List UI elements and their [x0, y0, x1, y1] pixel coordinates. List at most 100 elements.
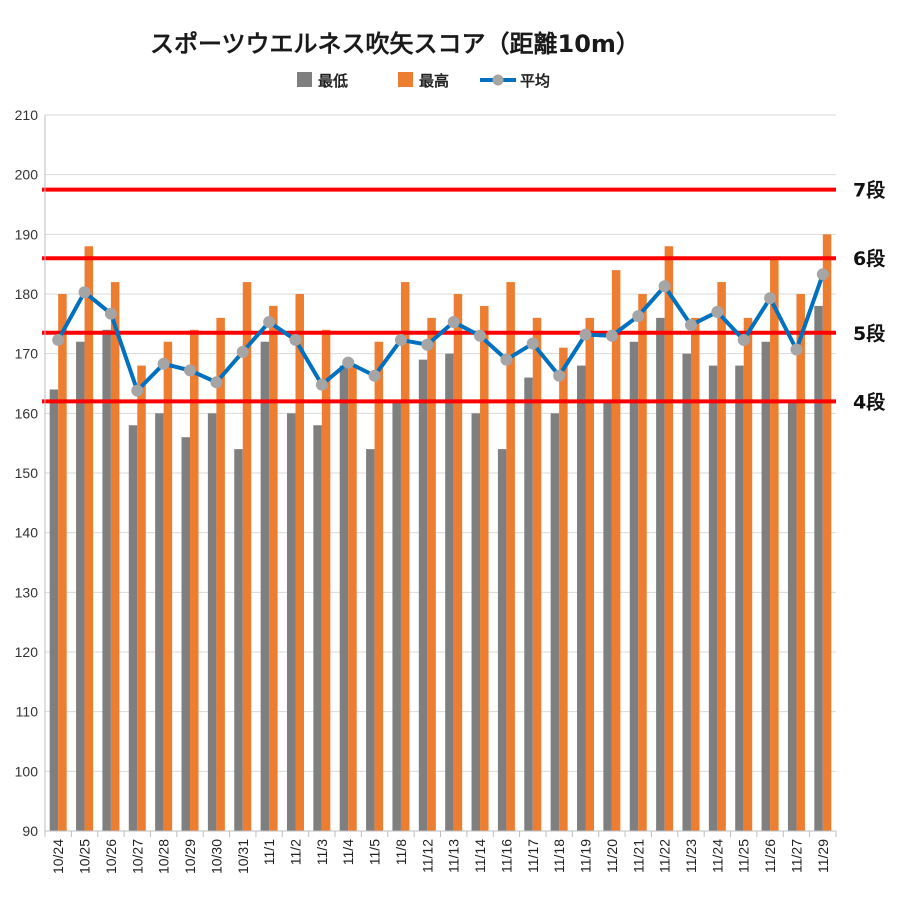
bar-min: [234, 449, 243, 831]
bar-max: [770, 258, 779, 831]
bar-max: [110, 282, 120, 832]
average-marker: [236, 345, 249, 358]
threshold-label: 4段: [853, 390, 886, 413]
average-marker: [210, 376, 223, 389]
legend-swatch: [398, 72, 413, 87]
average-marker: [289, 333, 302, 346]
bar-min: [682, 353, 691, 831]
average-marker: [394, 333, 407, 346]
bar-min: [102, 329, 111, 831]
average-marker: [342, 356, 355, 369]
x-tick-label: 10/28: [156, 839, 172, 874]
bar-max: [400, 282, 410, 832]
average-marker: [526, 337, 539, 350]
gridlines: [45, 114, 836, 832]
legend-label: 最低: [318, 72, 348, 90]
bar-min: [497, 449, 507, 831]
average-marker: [474, 329, 487, 342]
bar-min: [418, 359, 428, 831]
y-tick-label: 200: [15, 167, 39, 183]
bar-max: [163, 341, 173, 831]
average-marker: [315, 378, 328, 391]
bar-max: [664, 246, 674, 831]
bar-max: [822, 234, 832, 832]
legend-marker-swatch: [492, 74, 504, 86]
bar-min: [761, 341, 771, 831]
x-tick-label: 10/27: [129, 839, 145, 874]
bar-min: [49, 389, 59, 831]
bar-max: [532, 317, 542, 831]
bar-max: [453, 294, 463, 831]
x-tick-label: 11/27: [788, 839, 804, 873]
bar-max: [611, 270, 621, 832]
bar-min: [392, 401, 401, 831]
bar-max: [506, 282, 515, 832]
average-marker: [579, 328, 592, 341]
y-tick-label: 120: [15, 644, 39, 660]
x-tick-label: 11/24: [709, 839, 725, 873]
average-marker: [263, 316, 276, 329]
bar-max: [717, 282, 726, 832]
average-marker: [500, 353, 513, 366]
x-tick-label: 11/12: [419, 839, 435, 873]
x-tick-label: 11/3: [314, 839, 330, 865]
average-marker: [157, 357, 170, 370]
bar-max: [690, 317, 700, 831]
bar-max: [321, 329, 331, 831]
average-marker: [816, 268, 829, 281]
bar-min: [76, 341, 85, 831]
legend-label: 平均: [520, 72, 550, 90]
average-marker: [421, 338, 434, 351]
bar-min: [708, 365, 718, 831]
bar-min: [629, 341, 639, 831]
average-marker: [790, 343, 803, 356]
bar-min: [313, 425, 322, 831]
x-tick-label: 11/1: [261, 839, 277, 865]
x-tick-label: 11/21: [630, 839, 646, 873]
x-tick-label: 10/31: [235, 839, 251, 874]
y-tick-label: 150: [15, 465, 39, 481]
y-tick-label: 130: [15, 584, 39, 600]
x-tick-label: 10/29: [182, 839, 198, 874]
bar-min: [735, 365, 744, 831]
x-tick-label: 11/8: [393, 839, 409, 865]
bar-max: [743, 317, 753, 831]
x-tick-label: 11/2: [287, 839, 303, 865]
x-tick-label: 11/16: [498, 839, 514, 873]
bar-max: [427, 317, 436, 831]
y-tick-label: 110: [16, 704, 39, 720]
y-tick-label: 190: [15, 226, 39, 242]
bar-min: [524, 377, 533, 831]
bar-max: [348, 365, 357, 831]
bar-max: [295, 294, 304, 831]
average-marker: [131, 384, 144, 397]
x-tick-label: 11/25: [736, 839, 752, 873]
bar-max: [216, 317, 225, 831]
x-tick-label: 11/5: [367, 839, 383, 865]
average-marker: [764, 292, 777, 305]
bar-min: [181, 437, 191, 831]
bar-min: [787, 401, 797, 831]
bar-max: [269, 305, 278, 831]
x-tick-label: 10/25: [77, 839, 93, 874]
x-tick-label: 11/17: [525, 839, 541, 873]
average-marker: [632, 310, 645, 323]
legend-label: 最高: [419, 72, 449, 90]
x-tick-label: 11/20: [604, 839, 620, 873]
average-marker: [104, 307, 117, 320]
bar-min: [550, 413, 560, 831]
bars: [49, 234, 832, 832]
bar-min: [603, 401, 612, 831]
x-tick-label: 11/19: [578, 839, 594, 873]
x-tick-label: 11/29: [815, 839, 831, 873]
y-tick-label: 100: [15, 763, 39, 779]
x-tick-label: 11/26: [762, 839, 778, 873]
bar-max: [242, 282, 252, 832]
x-tick-label: 10/30: [208, 839, 224, 874]
x-tick-label: 11/13: [446, 839, 462, 873]
y-tick-label: 160: [15, 405, 39, 421]
bar-max: [137, 365, 146, 831]
average-marker: [52, 333, 65, 346]
average-series: [52, 268, 829, 397]
